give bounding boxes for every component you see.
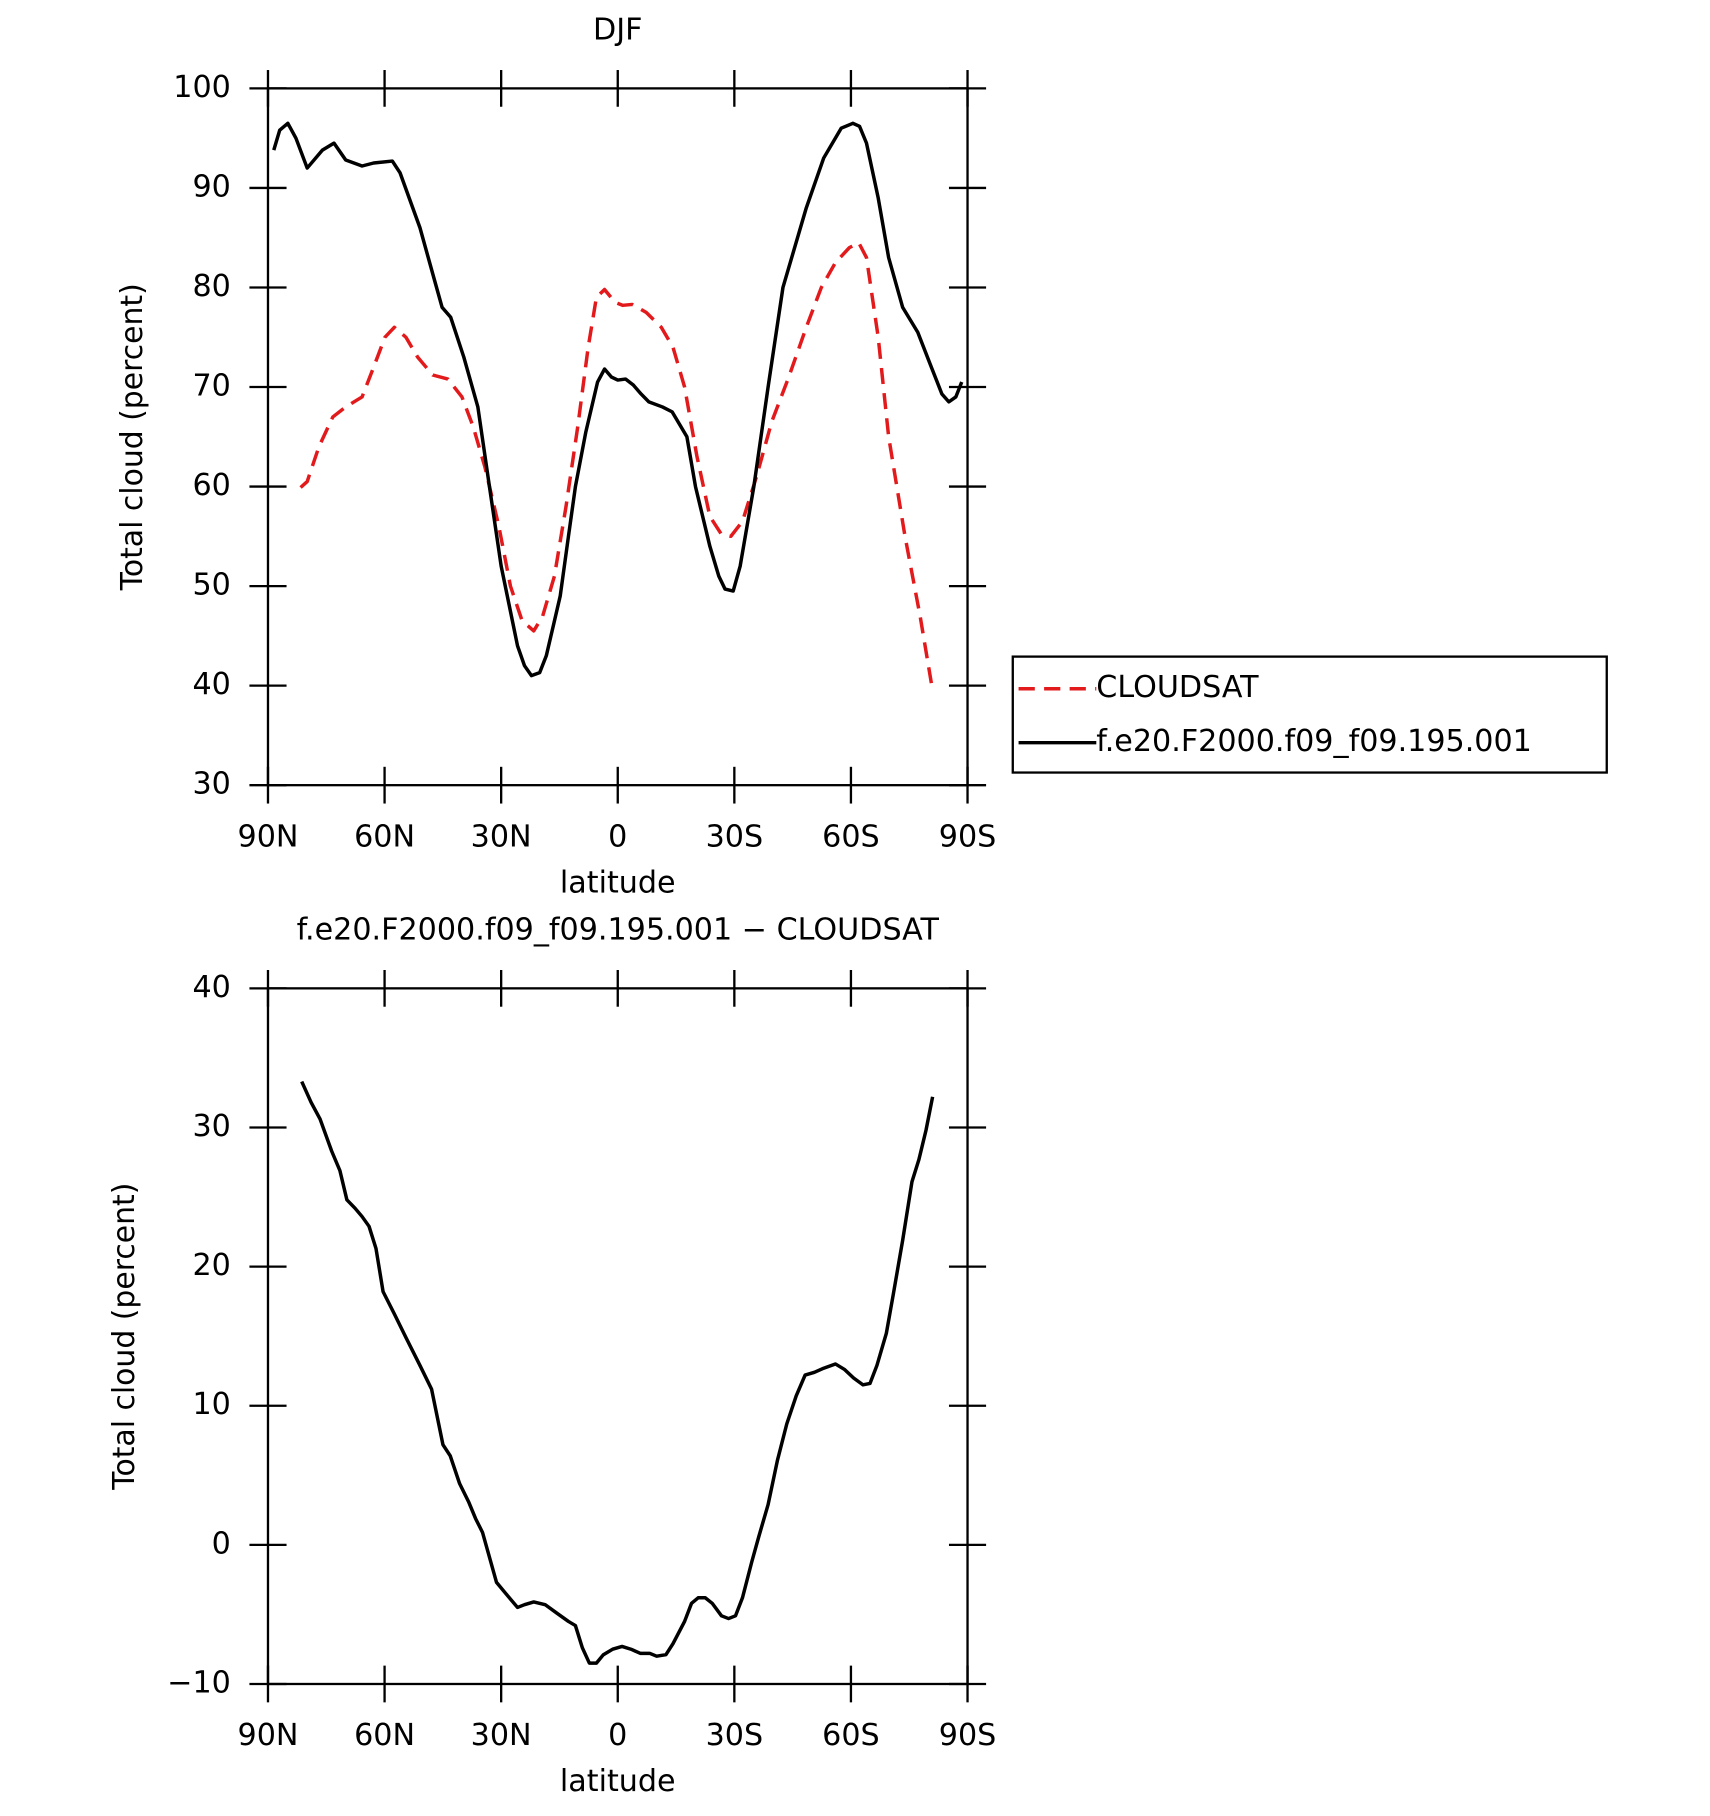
y-tick-label: 90 (192, 170, 230, 205)
y-tick-label: 0 (212, 1526, 231, 1561)
y-tick-label: 50 (192, 568, 230, 603)
y-tick-label: 30 (192, 767, 230, 802)
plot-frame (266, 87, 969, 787)
y-tick-label: 70 (192, 369, 230, 404)
x-tick-label: 30N (471, 820, 532, 855)
x-axis-label: latitude (560, 1764, 676, 1799)
y-tick-label: −10 (167, 1666, 231, 1701)
data-line (299, 240, 935, 691)
legend-label: CLOUDSAT (1096, 670, 1259, 705)
y-tick-label: 100 (173, 70, 231, 105)
x-tick-label: 90S (939, 820, 997, 855)
x-tick-label: 30N (471, 1718, 532, 1753)
x-tick-label: 60N (354, 820, 415, 855)
y-tick-label: 10 (192, 1387, 230, 1422)
y-tick-label: 40 (192, 667, 230, 702)
y-tick-label: 30 (192, 1109, 230, 1144)
x-tick-label: 30S (706, 820, 764, 855)
y-tick-label: 60 (192, 468, 230, 503)
x-tick-label: 60S (822, 1718, 880, 1753)
plot-frame (266, 987, 969, 1686)
chart-title: DJF (593, 13, 642, 48)
x-tick-label: 90N (238, 820, 299, 855)
y-tick-label: 80 (192, 269, 230, 304)
x-tick-label: 90N (238, 1718, 299, 1753)
y-axis-label: Total cloud (percent) (115, 283, 150, 591)
y-tick-label: 40 (192, 970, 230, 1005)
legend-label: f.e20.F2000.f09_f09.195.001 (1096, 724, 1532, 759)
x-tick-label: 60S (822, 820, 880, 855)
x-tick-label: 60N (354, 1718, 415, 1753)
x-tick-label: 90S (939, 1718, 997, 1753)
x-tick-label: 0 (608, 820, 627, 855)
chart-title: f.e20.F2000.f09_f09.195.001 − CLOUDSAT (297, 913, 940, 948)
data-line (300, 1080, 935, 1665)
legend-box (1011, 655, 1608, 774)
x-axis-label: latitude (560, 865, 676, 900)
data-line (272, 121, 964, 678)
x-tick-label: 30S (706, 1718, 764, 1753)
y-axis-label: Total cloud (percent) (107, 1183, 142, 1491)
x-tick-label: 0 (608, 1718, 627, 1753)
y-tick-label: 20 (192, 1248, 230, 1283)
